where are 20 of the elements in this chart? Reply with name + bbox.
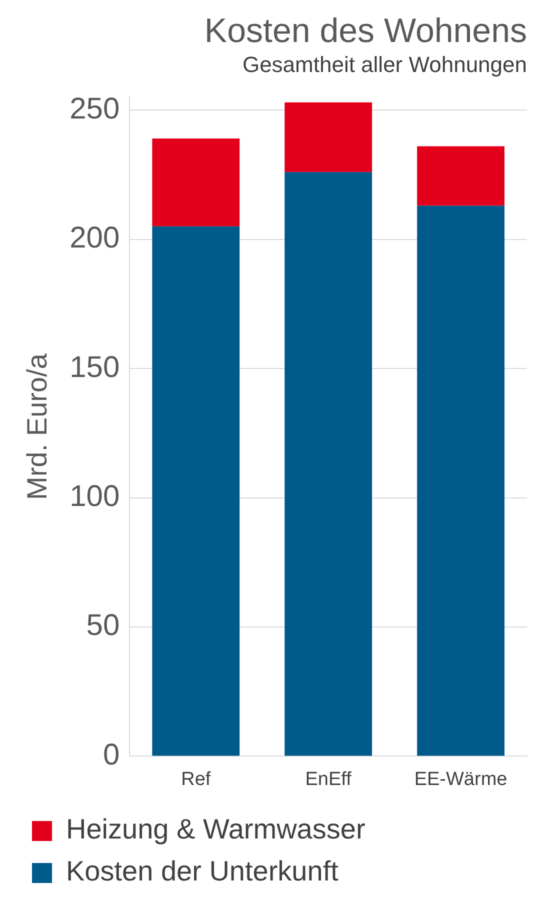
y-tick-label: 250 [70, 92, 120, 126]
y-axis-title: Mrd. Euro/a [22, 353, 53, 500]
bar [417, 146, 504, 206]
legend-label: Kosten der Unterkunft [66, 856, 339, 887]
bar [152, 138, 240, 226]
bar [152, 226, 240, 756]
bar [284, 102, 372, 172]
x-tick-label: EE-Wärme [414, 768, 508, 790]
y-tick-label: 200 [70, 222, 120, 255]
bar [284, 172, 372, 756]
x-tick-label: Ref [181, 768, 212, 790]
y-tick-label: 150 [70, 350, 120, 384]
y-tick-label: 50 [86, 609, 120, 642]
y-tick-label: 100 [70, 480, 120, 514]
legend-label: Heizung & Warmwasser [66, 814, 366, 845]
chart-title: Kosten des Wohnens [204, 12, 527, 50]
bar [417, 206, 504, 756]
y-tick-label: 0 [102, 738, 120, 772]
x-tick-label: EnEff [305, 768, 352, 790]
chart-subtitle: Gesamtheit aller Wohnungen [242, 52, 527, 78]
